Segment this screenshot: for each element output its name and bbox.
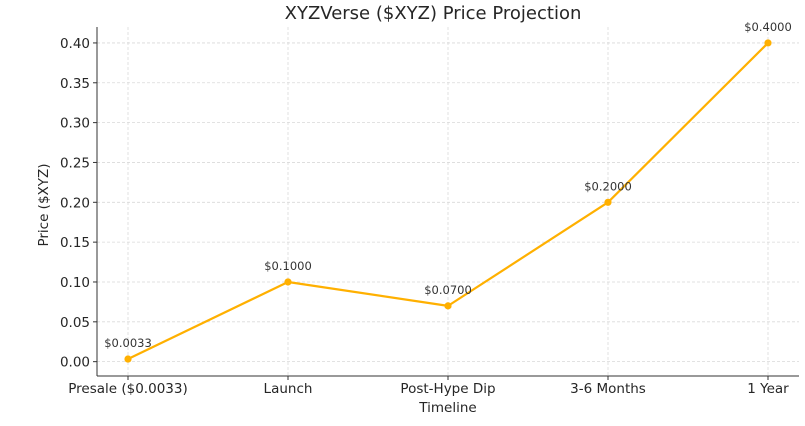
data-label: $0.4000 <box>744 20 792 34</box>
y-tick-label: 0.00 <box>60 355 90 371</box>
y-tick-label: 0.30 <box>60 116 90 132</box>
x-tick-label: 1 Year <box>747 381 789 397</box>
data-label: $0.0700 <box>424 283 472 297</box>
data-point <box>444 302 452 310</box>
x-tick-label: 3-6 Months <box>570 381 646 397</box>
grid-lines <box>97 27 799 376</box>
y-tick-label: 0.25 <box>60 155 90 171</box>
axes: 0.00 0.05 0.10 0.15 0.20 0.25 0.30 0.35 0.40 Pres… <box>60 27 799 397</box>
y-tick-label: 0.05 <box>60 315 90 331</box>
data-point <box>124 355 132 363</box>
data-point <box>604 198 612 206</box>
series-line <box>127 42 769 361</box>
y-axis-label: Price ($XYZ) <box>36 163 52 246</box>
data-label: $0.0033 <box>104 336 152 350</box>
chart-title: XYZVerse ($XYZ) Price Projection <box>285 3 582 24</box>
x-tick-label: Launch <box>264 381 313 397</box>
y-tick-label: 0.10 <box>60 275 90 291</box>
y-tick-label: 0.40 <box>60 36 90 52</box>
y-tick-label: 0.15 <box>60 235 90 251</box>
x-axis-label: Timeline <box>418 400 476 416</box>
y-tick-label: 0.35 <box>60 76 90 92</box>
data-label: $0.1000 <box>264 259 312 273</box>
data-point <box>764 39 772 47</box>
x-tick-label: Post-Hype Dip <box>400 381 495 397</box>
data-point <box>284 278 292 286</box>
series-price <box>124 39 772 363</box>
data-labels: $0.0033 $0.1000 $0.0700 $0.2000 $0.4000 <box>104 20 792 350</box>
data-label: $0.2000 <box>584 179 632 193</box>
x-tick-label: Presale ($0.0033) <box>68 381 187 397</box>
y-tick-label: 0.20 <box>60 195 90 211</box>
